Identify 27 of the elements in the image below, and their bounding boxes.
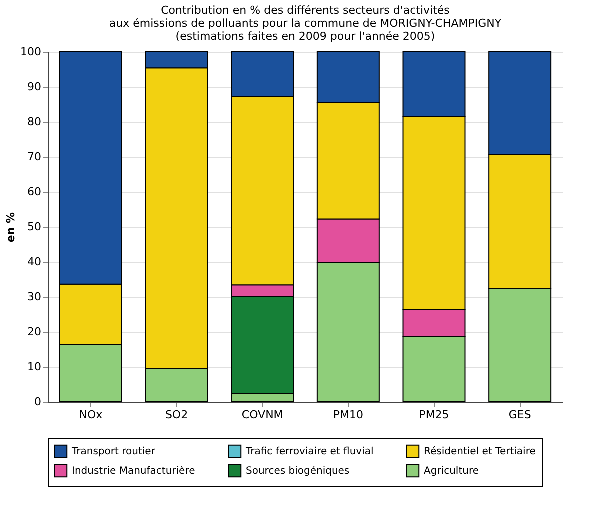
legend-label: Agriculture bbox=[424, 466, 479, 477]
x-tick-label: PM25 bbox=[419, 408, 450, 422]
x-tick-label: SO2 bbox=[165, 408, 188, 422]
y-tick-label: 0 bbox=[34, 396, 42, 408]
text: aux émissions de polluants pour la commune de MORIGNY-CHAMPIGNY bbox=[109, 17, 502, 30]
y-tick-label: 50 bbox=[28, 220, 42, 234]
legend-label: Transport routier bbox=[71, 446, 156, 458]
text: (estimations faites en 2009 pour l'année 2005) bbox=[176, 30, 436, 43]
y-tick-label: 40 bbox=[28, 256, 42, 268]
legend-label: Résidentiel et Tertiaire bbox=[424, 446, 536, 458]
legend-label: Trafic ferroviaire et fluvial bbox=[245, 446, 374, 458]
y-tick-label: 30 bbox=[28, 290, 42, 304]
y-tick-label: 80 bbox=[28, 116, 42, 128]
y-tick-label: 10 bbox=[28, 360, 42, 374]
x-tick-label: GES bbox=[508, 408, 532, 422]
x-tick-label: COVNM bbox=[242, 408, 284, 422]
legend-label: Industrie Manufacturière bbox=[72, 466, 196, 477]
x-tick-label: PM10 bbox=[333, 408, 364, 422]
y-tick-label: 20 bbox=[28, 326, 42, 338]
y-tick-label: 100 bbox=[20, 46, 42, 58]
y-axis-title: en % bbox=[4, 212, 18, 243]
y-tick-label: 90 bbox=[28, 80, 42, 94]
x-tick-label: NOx bbox=[79, 408, 104, 422]
y-tick-label: 60 bbox=[28, 186, 42, 198]
y-tick-label: 70 bbox=[28, 150, 42, 164]
text: Contribution en % des différents secteurs d'activités bbox=[161, 4, 450, 17]
legend-label: Sources biogéniques bbox=[246, 466, 350, 477]
